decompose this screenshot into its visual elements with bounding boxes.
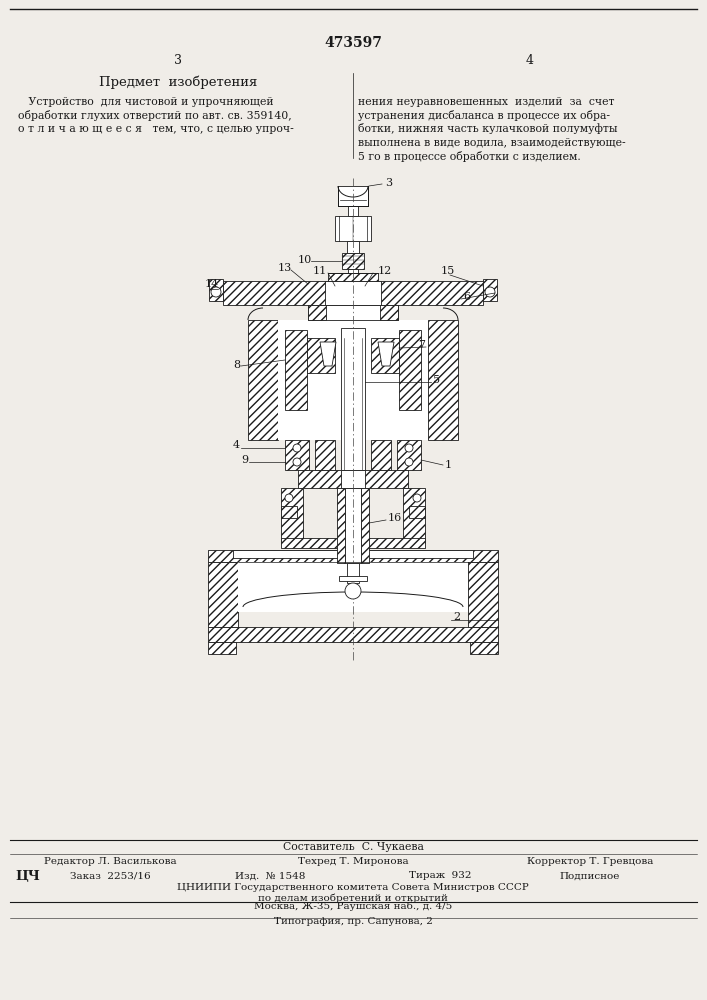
Text: Тираж  932: Тираж 932 [409, 871, 472, 880]
Text: 15: 15 [441, 266, 455, 276]
Bar [328, 273, 378, 281]
Text: по делам изобретений и открытий: по делам изобретений и открытий [258, 893, 448, 903]
Bar [341, 470, 365, 488]
Text: Редактор Л. Василькова: Редактор Л. Василькова [44, 856, 176, 865]
Polygon shape [378, 342, 394, 366]
Circle shape [413, 494, 421, 502]
Bar [342, 253, 364, 269]
Text: 6: 6 [463, 292, 470, 302]
Text: нения неуравновешенных  изделий  за  счет: нения неуравновешенных изделий за счет [358, 97, 614, 107]
Text: о т л и ч а ю щ е е с я   тем, что, с целью упроч-: о т л и ч а ю щ е е с я тем, что, с цель… [18, 124, 293, 134]
Polygon shape [320, 342, 336, 366]
Bar [347, 563, 359, 583]
Bar [483, 279, 497, 301]
Bar [307, 338, 335, 373]
Bar [208, 627, 498, 642]
Bar [281, 488, 303, 543]
Circle shape [211, 287, 221, 297]
Text: Подписное: Подписное [560, 871, 620, 880]
Text: Москва, Ж-35, Раушская наб., д. 4/5: Москва, Ж-35, Раушская наб., д. 4/5 [254, 901, 452, 911]
Text: 3: 3 [385, 178, 392, 188]
Bar [428, 320, 458, 440]
Text: 10: 10 [298, 255, 312, 265]
Bar [348, 269, 358, 281]
Bar [348, 206, 358, 216]
Bar [403, 488, 425, 543]
Bar [308, 305, 326, 320]
Text: Заказ  2253/16: Заказ 2253/16 [70, 871, 151, 880]
Text: 5: 5 [433, 375, 440, 385]
Circle shape [405, 444, 413, 452]
Bar [223, 281, 483, 305]
Bar [238, 562, 468, 612]
Bar [308, 305, 398, 320]
Text: Изд.  № 1548: Изд. № 1548 [235, 871, 305, 880]
Bar [285, 330, 307, 410]
Text: 16: 16 [388, 513, 402, 523]
Text: 13: 13 [278, 263, 292, 273]
Bar [233, 550, 473, 558]
Text: Составитель  С. Чукаева: Составитель С. Чукаева [283, 842, 423, 852]
Text: 4: 4 [233, 440, 240, 450]
Bar [345, 488, 361, 563]
Text: 14: 14 [205, 279, 219, 289]
Bar [397, 440, 421, 470]
Bar [399, 330, 421, 410]
Bar [347, 241, 359, 253]
Text: 3: 3 [174, 53, 182, 66]
Bar [468, 562, 498, 627]
Bar [278, 320, 428, 440]
Bar [285, 440, 309, 470]
Circle shape [405, 458, 413, 466]
Text: Техред Т. Миронова: Техред Т. Миронова [298, 856, 409, 865]
Bar [371, 338, 399, 373]
Text: 11: 11 [313, 266, 327, 276]
Text: Корректор Т. Гревцова: Корректор Т. Гревцова [527, 856, 653, 865]
Text: 2: 2 [453, 612, 460, 622]
Circle shape [293, 458, 301, 466]
Text: устранения дисбаланса в процессе их обра-: устранения дисбаланса в процессе их обра… [358, 110, 610, 121]
Circle shape [485, 287, 495, 297]
Bar [409, 506, 425, 518]
Text: 473597: 473597 [324, 36, 382, 50]
Circle shape [293, 444, 301, 452]
Bar [361, 488, 369, 563]
Bar [337, 488, 345, 563]
Bar [281, 506, 297, 518]
Bar [208, 550, 498, 562]
Circle shape [285, 494, 293, 502]
Bar [335, 216, 371, 241]
Bar [281, 538, 425, 548]
Bar [341, 328, 365, 520]
Text: 9: 9 [241, 455, 248, 465]
Bar [208, 562, 238, 627]
Text: Типография, пр. Сапунова, 2: Типография, пр. Сапунова, 2 [274, 918, 433, 926]
Bar [338, 186, 368, 206]
Text: 8: 8 [233, 360, 240, 370]
Circle shape [345, 583, 361, 599]
Bar [339, 576, 367, 581]
Bar [298, 470, 408, 488]
Text: Устройство  для чистовой и упрочняющей: Устройство для чистовой и упрочняющей [18, 97, 274, 107]
Text: 5 го в процессе обработки с изделием.: 5 го в процессе обработки с изделием. [358, 150, 580, 161]
Bar [315, 440, 335, 470]
Text: ЦНИИПИ Государственного комитета Совета Министров СССР: ЦНИИПИ Государственного комитета Совета … [177, 884, 529, 892]
Text: ботки, нижняя часть кулачковой полумуфты: ботки, нижняя часть кулачковой полумуфты [358, 123, 617, 134]
Text: 1: 1 [445, 460, 452, 470]
Text: Предмет  изобретения: Предмет изобретения [99, 75, 257, 89]
Text: выполнена в виде водила, взаимодействующе-: выполнена в виде водила, взаимодействующ… [358, 137, 626, 147]
Bar [209, 279, 223, 301]
Bar [325, 281, 381, 305]
Bar [208, 642, 236, 654]
Text: обработки глухих отверстий по авт. св. 359140,: обработки глухих отверстий по авт. св. 3… [18, 110, 292, 121]
Text: 7: 7 [418, 340, 425, 350]
Bar [470, 642, 498, 654]
Text: 4: 4 [526, 53, 534, 66]
Text: ЦЧ: ЦЧ [15, 869, 40, 882]
Bar [371, 440, 391, 470]
Bar [248, 320, 278, 440]
Text: 12: 12 [378, 266, 392, 276]
Bar [380, 305, 398, 320]
